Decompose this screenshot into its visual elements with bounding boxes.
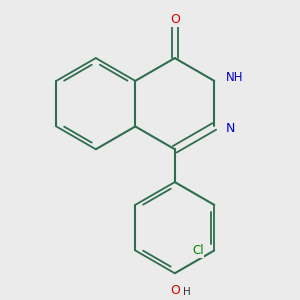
Text: O: O <box>170 284 180 298</box>
Text: Cl: Cl <box>192 244 204 257</box>
Text: NH: NH <box>226 71 244 84</box>
Text: N: N <box>226 122 235 135</box>
Text: O: O <box>170 13 180 26</box>
Text: H: H <box>183 287 191 298</box>
